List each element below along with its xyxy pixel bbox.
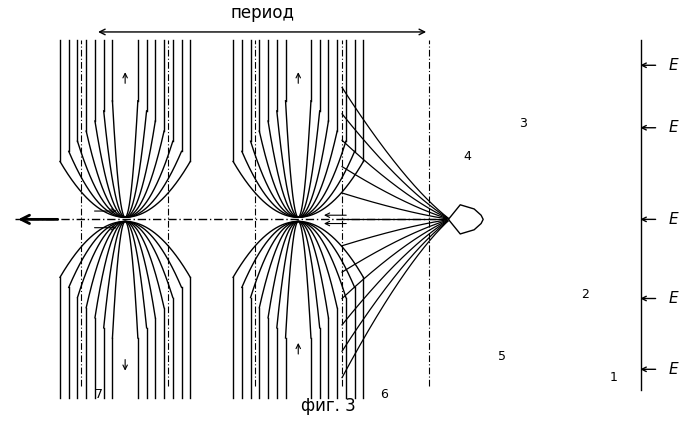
Text: фиг. 3: фиг. 3 bbox=[301, 397, 355, 415]
Text: 3: 3 bbox=[519, 117, 527, 130]
Text: E: E bbox=[669, 291, 678, 306]
Text: 6: 6 bbox=[380, 388, 387, 401]
Text: E: E bbox=[669, 58, 678, 73]
Text: 4: 4 bbox=[463, 151, 471, 163]
Text: E: E bbox=[669, 362, 678, 377]
Text: период: период bbox=[230, 3, 294, 21]
Text: E: E bbox=[669, 212, 678, 227]
Text: E: E bbox=[669, 120, 678, 135]
Text: 5: 5 bbox=[498, 350, 506, 363]
Text: 7: 7 bbox=[95, 388, 103, 401]
Polygon shape bbox=[448, 205, 483, 234]
Text: 1: 1 bbox=[609, 371, 617, 384]
Text: 2: 2 bbox=[581, 288, 589, 301]
